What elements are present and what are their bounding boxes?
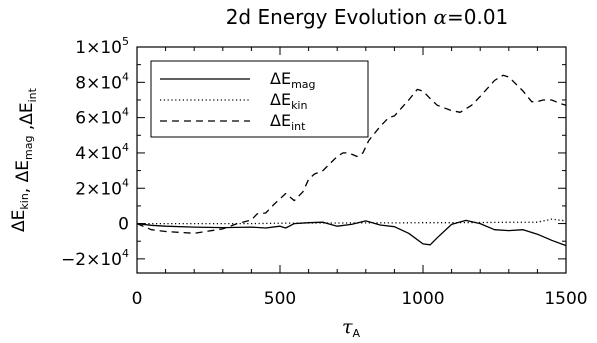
series-line-mag bbox=[136, 219, 567, 247]
x-tick-label: 0 bbox=[132, 289, 143, 309]
y-tick-label: 1×105 bbox=[75, 35, 129, 58]
chart-title: 2d Energy Evolution α=0.01 bbox=[226, 5, 509, 29]
series-line-kin bbox=[137, 218, 567, 225]
y-tick-label: 8×104 bbox=[75, 70, 129, 93]
x-axis-label: τA bbox=[342, 316, 361, 340]
legend-box bbox=[150, 60, 369, 138]
series-line-int bbox=[136, 74, 567, 234]
axis-ticks: 0 500 1000 1500−2×10402×1044×1046×1048×1041… bbox=[61, 35, 588, 309]
legend-label-int: ΔEint bbox=[270, 111, 306, 133]
y-tick-label: −2×104 bbox=[61, 247, 129, 270]
x-tick-label: 1500 bbox=[544, 289, 587, 309]
y-axis-label: ΔEkin, ΔEmag ,ΔEint bbox=[9, 87, 39, 232]
x-tick-label: 500 bbox=[264, 289, 296, 309]
legend: ΔEmag ΔEkin ΔEint bbox=[150, 60, 369, 138]
plot-frame bbox=[136, 46, 567, 274]
legend-label-mag: ΔEmag bbox=[270, 69, 316, 91]
legend-label-kin: ΔEkin bbox=[270, 90, 307, 112]
svg-text:ΔEkin, ΔEmag ,ΔEint: ΔEkin, ΔEmag ,ΔEint bbox=[9, 87, 39, 232]
y-tick-label: 2×104 bbox=[75, 176, 129, 199]
x-tick-label: 1000 bbox=[401, 289, 444, 309]
series-group bbox=[136, 74, 567, 247]
y-tick-label: 6×104 bbox=[75, 106, 129, 129]
y-tick-label: 4×104 bbox=[75, 141, 129, 164]
y-tick-label: 0 bbox=[118, 215, 129, 235]
